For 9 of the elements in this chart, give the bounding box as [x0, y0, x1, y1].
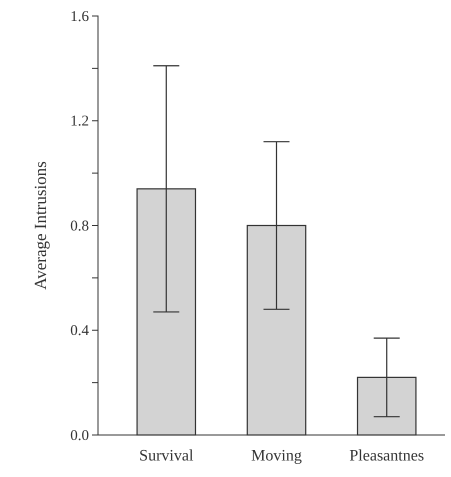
y-tick-label: 1.6 [70, 8, 90, 25]
y-tick-label: 1.2 [70, 114, 89, 130]
y-tick-label: 0.8 [70, 218, 89, 234]
x-tick-label: Pleasantnes [349, 447, 424, 464]
y-tick-label: 0.0 [70, 428, 89, 444]
y-tick-label: 0.4 [70, 323, 90, 340]
x-tick-label: Moving [251, 447, 302, 464]
y-axis-title: Average Intrusions [31, 161, 50, 290]
x-tick-label: Survival [139, 447, 194, 464]
